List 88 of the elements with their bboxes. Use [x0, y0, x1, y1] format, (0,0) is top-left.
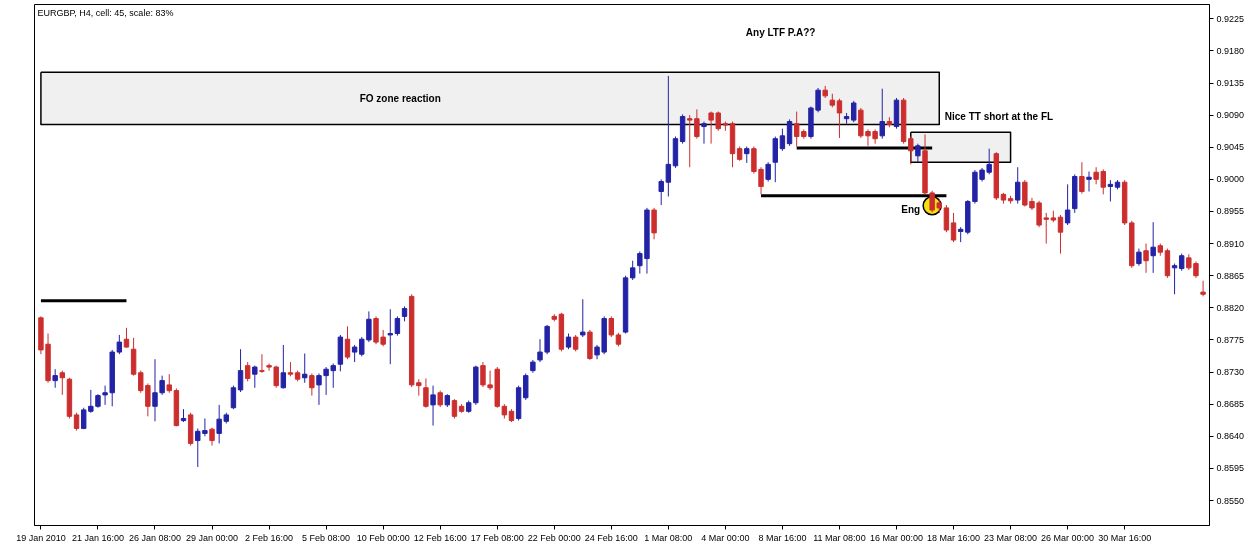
- y-tick-label: 0.8910: [1216, 238, 1245, 249]
- y-tick-label: 0.8730: [1216, 367, 1245, 378]
- candlestick: [266, 362, 272, 372]
- candlestick: [1107, 179, 1114, 202]
- candlestick: [629, 260, 636, 281]
- candlestick: [701, 121, 707, 145]
- x-tick-label: 10 Feb 00:00: [356, 532, 410, 543]
- candlestick: [772, 136, 778, 183]
- annotation: Any LTF P.A??: [745, 27, 816, 38]
- candlestick: [280, 344, 287, 389]
- x-tick-label: 5 Feb 08:00: [302, 532, 351, 543]
- candlestick: [537, 338, 543, 363]
- x-tick-label: 23 Mar 08:00: [984, 532, 1038, 543]
- y-tick-label: 0.8595: [1216, 463, 1245, 474]
- candlestick: [608, 315, 615, 338]
- candlestick: [259, 353, 265, 374]
- candlestick: [786, 118, 793, 147]
- candlestick: [523, 372, 529, 401]
- candlestick: [943, 204, 950, 233]
- y-tick-label: 0.9135: [1216, 78, 1245, 89]
- candlestick: [230, 385, 237, 410]
- candlestick: [580, 298, 586, 338]
- candlestick: [1200, 280, 1206, 297]
- candlestick: [1171, 263, 1178, 295]
- candlestick: [244, 361, 251, 382]
- x-tick-label: 22 Feb 00:00: [527, 532, 581, 543]
- chart-title: EURGBP, H4, cell: 45, scale: 83%: [37, 7, 174, 18]
- x-tick-label: 26 Jan 08:00: [128, 532, 182, 543]
- x-tick-label: 11 Mar 08:00: [813, 532, 866, 543]
- x-tick-label: 1 Mar 08:00: [644, 532, 693, 543]
- candlestick: [123, 327, 130, 349]
- y-tick-label: 0.8640: [1216, 431, 1245, 442]
- candlestick: [1150, 221, 1156, 274]
- candlestick: [309, 372, 315, 397]
- candlestick: [1143, 243, 1149, 274]
- candlestick: [302, 353, 308, 384]
- x-tick-label: 18 Mar 16:00: [927, 532, 981, 543]
- x-tick-label: 29 Jan 00:00: [186, 532, 239, 543]
- x-tick-label: 26 Mar 00:00: [1041, 532, 1095, 543]
- candlestick: [915, 143, 921, 163]
- x-tick-label: 2 Feb 16:00: [245, 532, 294, 543]
- series-label: Eng: [901, 204, 921, 216]
- candlestick: [237, 348, 244, 393]
- y-tick-label: 0.9045: [1216, 142, 1245, 153]
- x-tick-label: 12 Feb 16:00: [413, 532, 467, 543]
- x-tick-label: 17 Feb 08:00: [470, 532, 524, 543]
- y-tick-label: 0.9180: [1216, 45, 1245, 56]
- legend-label: FO zone reaction: [359, 92, 441, 104]
- y-tick-label: 0.8865: [1216, 270, 1245, 281]
- candlestick: [779, 128, 786, 152]
- candlestick: [451, 398, 458, 419]
- candlestick: [480, 361, 486, 388]
- candlestick: [1079, 161, 1085, 195]
- x-tick-label: 8 Mar 16:00: [758, 532, 807, 543]
- candlestick: [423, 377, 429, 409]
- y-tick-label: 0.8820: [1216, 302, 1245, 313]
- x-tick-label: 21 Jan 16:00: [71, 532, 124, 543]
- candlestick: [344, 325, 351, 360]
- candlestick: [651, 207, 657, 240]
- x-tick-label: 4 Mar 00:00: [701, 532, 750, 543]
- candlestick: [1064, 183, 1071, 226]
- candlestick: [52, 368, 58, 389]
- candlestick: [836, 98, 843, 139]
- candlestick: [166, 373, 172, 394]
- x-tick-label: 16 Mar 00:00: [869, 532, 924, 543]
- x-tick-label: 24 Feb 16:00: [584, 532, 638, 543]
- candlestick: [765, 161, 771, 182]
- y-tick-label: 0.8955: [1216, 206, 1245, 217]
- x-tick-label: 19 Jan 2010: [16, 532, 66, 543]
- candlestick: [1057, 214, 1064, 255]
- y-tick-label: 0.9000: [1216, 174, 1245, 185]
- legend-label: Nice TT short at the FL: [944, 111, 1054, 123]
- y-tick-label: 0.9225: [1216, 13, 1245, 24]
- y-tick-label: 0.8775: [1216, 334, 1245, 345]
- x-tick-label: 30 Mar 16:00: [1098, 532, 1152, 543]
- y-tick-label: 0.8685: [1216, 399, 1245, 410]
- y-tick-label: 0.8550: [1216, 495, 1245, 506]
- y-tick-label: 0.9090: [1216, 110, 1245, 121]
- candlestick: [387, 308, 393, 365]
- candlestick: [908, 136, 914, 165]
- candlestick: [950, 212, 957, 243]
- candlestick: [394, 315, 401, 337]
- candlestick: [1015, 166, 1021, 205]
- candlestick: [879, 88, 885, 140]
- candlestick: [851, 100, 857, 123]
- candlestick: [1086, 171, 1092, 192]
- candlestick: [430, 385, 436, 427]
- candlestick: [59, 370, 66, 396]
